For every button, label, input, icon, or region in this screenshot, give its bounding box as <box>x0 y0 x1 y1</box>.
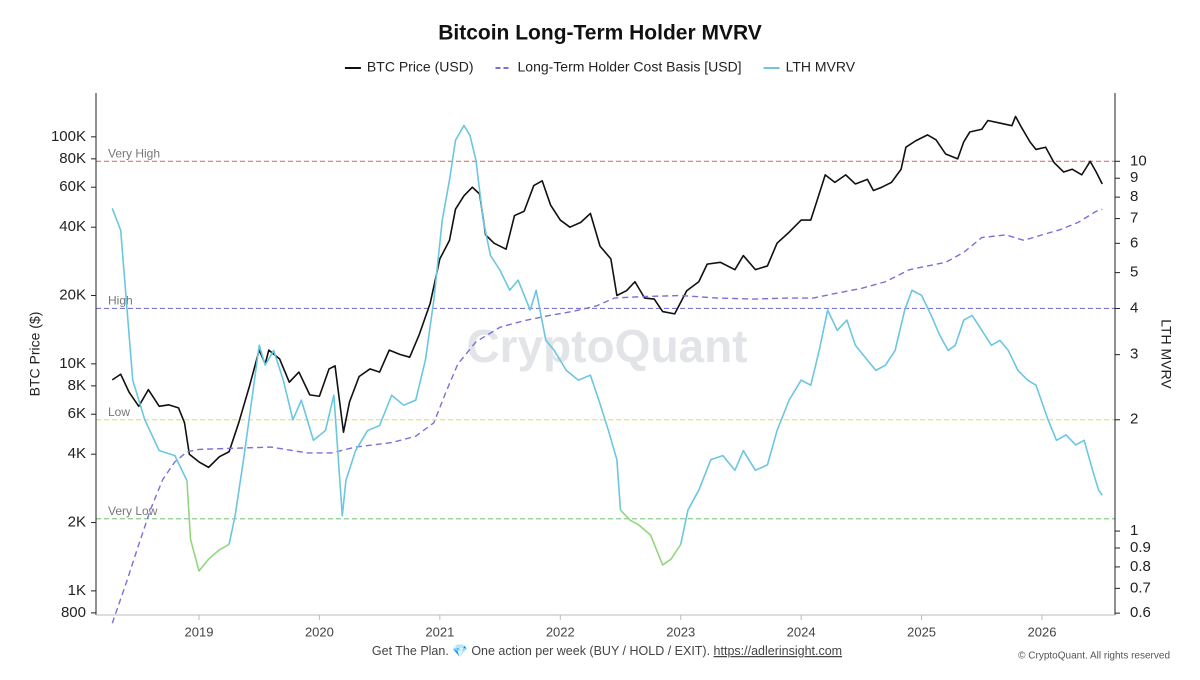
series-line <box>111 208 1103 624</box>
footer-note: Get The Plan. 💎 One action per week (BUY… <box>372 644 710 658</box>
footer-link[interactable]: https://adlerinsight.com <box>714 644 843 658</box>
series-line <box>186 480 230 572</box>
y-tick-label: 10K <box>59 355 86 372</box>
y2-tick-label: 0.8 <box>1130 558 1151 575</box>
threshold-label: High <box>108 294 133 308</box>
y2-tick-label: 0.7 <box>1130 579 1151 596</box>
y2-tick-label: 3 <box>1130 346 1138 363</box>
y-tick-label: 1K <box>68 582 86 599</box>
legend-item: Long-Term Holder Cost Basis [USD] <box>495 59 742 75</box>
series-line <box>111 115 1103 469</box>
y-tick-label: 40K <box>59 218 86 235</box>
copyright: © CryptoQuant. All rights reserved <box>1018 651 1170 662</box>
x-tick-label: 2025 <box>907 624 936 639</box>
x-tick-label: 2019 <box>185 624 214 639</box>
x-tick-label: 2024 <box>787 624 816 639</box>
y2-tick-label: 2 <box>1130 411 1138 428</box>
y2-tick-label: 0.6 <box>1130 604 1151 621</box>
y-tick-label: 4K <box>68 445 86 462</box>
y-tick-label: 100K <box>51 128 86 145</box>
legend-item: LTH MVRV <box>763 59 856 75</box>
legend: BTC Price (USD) Long-Term Holder Cost Bas… <box>344 59 856 75</box>
legend-label: Long-Term Holder Cost Basis [USD] <box>517 59 741 75</box>
y-tick-label: 8K <box>68 377 86 394</box>
y-tick-label: 60K <box>59 178 86 195</box>
series-line <box>228 124 622 545</box>
y2-tick-label: 8 <box>1130 188 1138 205</box>
legend-label: LTH MVRV <box>786 59 856 75</box>
x-tick-label: 2020 <box>305 624 334 639</box>
threshold-label: Low <box>108 405 130 419</box>
y2-tick-label: 5 <box>1130 264 1138 281</box>
chart-title: Bitcoin Long-Term Holder MVRV <box>438 22 762 45</box>
y2-tick-label: 1 <box>1130 522 1138 539</box>
y-tick-label: 6K <box>68 405 86 422</box>
y2-tick-label: 10 <box>1130 152 1147 169</box>
footer: Get The Plan. 💎 One action per week (BUY… <box>372 644 842 658</box>
series-line <box>111 208 188 481</box>
y-tick-label: 2K <box>68 514 86 531</box>
x-tick-label: 2026 <box>1028 624 1057 639</box>
series-line <box>619 509 682 566</box>
y-axis-title: BTC Price ($) <box>27 312 43 397</box>
threshold-label: Very Low <box>108 504 158 518</box>
legend-label: BTC Price (USD) <box>367 59 474 75</box>
watermark: CryptoQuant <box>466 320 747 372</box>
x-tick-label: 2023 <box>666 624 695 639</box>
series-line <box>679 289 1103 545</box>
y2-tick-label: 9 <box>1130 169 1138 186</box>
x-tick-label: 2021 <box>425 624 454 639</box>
y-tick-label: 80K <box>59 150 86 167</box>
y2-axis-title: LTH MVRV <box>1158 319 1174 389</box>
y2-tick-label: 6 <box>1130 234 1138 251</box>
y2-tick-label: 0.9 <box>1130 539 1151 556</box>
y2-tick-label: 7 <box>1130 210 1138 227</box>
y-tick-label: 20K <box>59 286 86 303</box>
legend-item: BTC Price (USD) <box>344 59 474 75</box>
x-tick-label: 2022 <box>546 624 575 639</box>
threshold-label: Very High <box>108 146 160 160</box>
y-tick-label: 800 <box>61 604 86 621</box>
y2-tick-label: 4 <box>1130 299 1138 316</box>
